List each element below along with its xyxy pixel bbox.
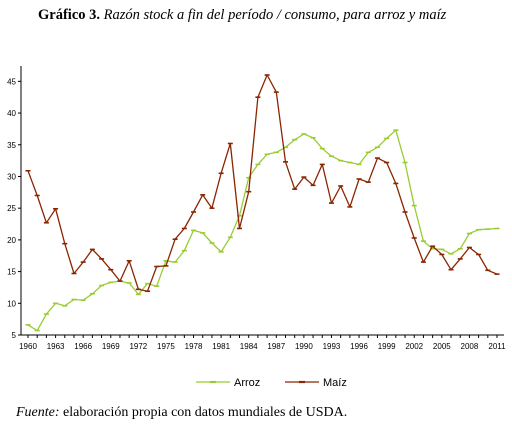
series-line-2 (27, 74, 498, 292)
x-tick-label: 1963 (47, 342, 65, 351)
x-tick-label: 1996 (350, 342, 368, 351)
x-tick-label: 1972 (129, 342, 147, 351)
x-tick-label: 2011 (488, 342, 506, 351)
y-tick-label: 35 (7, 141, 16, 150)
x-tick-label: 1987 (267, 342, 285, 351)
x-tick-label: 1960 (19, 342, 37, 351)
x-tick-label: 1993 (323, 342, 341, 351)
y-tick-label: 25 (7, 204, 16, 213)
figure-label: Gráfico 3. (38, 7, 101, 23)
x-tick-label: 2008 (461, 342, 479, 351)
x-tick-label: 2002 (405, 342, 423, 351)
y-tick-label: 15 (7, 268, 16, 277)
title-part-3: a fin del período / consumo, para arroz … (176, 7, 447, 23)
x-tick-label: 1981 (212, 342, 230, 351)
legend-label: Maíz (323, 377, 347, 389)
y-tick-label: 20 (7, 236, 16, 245)
series-layer (25, 74, 500, 332)
x-tick-label: 1966 (74, 342, 92, 351)
axes: 5 10 15 20 25 30 35 40 45 1960 1963 1966 1969 1972 197… (7, 66, 506, 351)
x-tick-label: 1990 (295, 342, 313, 351)
title-part-1: Razón stock (103, 7, 174, 23)
y-tick-label: 10 (7, 299, 16, 308)
source-label: Fuente: (16, 405, 60, 420)
x-tick-label: 1978 (185, 342, 203, 351)
y-tick-label: 30 (7, 172, 16, 181)
x-tick-label: 1969 (102, 342, 120, 351)
x-tick-label: 2005 (433, 342, 451, 351)
x-tick-label: 1975 (157, 342, 175, 351)
legend-label: Arroz (234, 377, 260, 389)
legend: Arroz Maíz (196, 377, 347, 389)
x-tick-label: 1984 (240, 342, 258, 351)
x-tick-label: 1999 (378, 342, 396, 351)
source-note: Fuente: elaboración propia con datos mun… (16, 405, 347, 421)
y-tick-label: 40 (7, 109, 16, 118)
y-tick-label: 45 (7, 77, 16, 86)
chart-title: Gráfico 3. Razón stock a fin del período… (38, 7, 446, 24)
source-text: elaboración propia con datos mundiales d… (59, 405, 348, 420)
y-tick-label: 5 (12, 331, 17, 340)
series-line-1 (27, 129, 498, 332)
